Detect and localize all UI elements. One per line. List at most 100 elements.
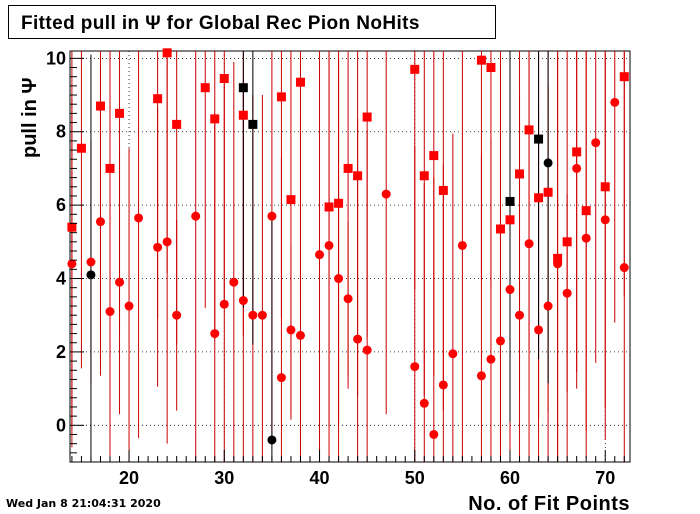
- data-point-circle: [115, 277, 125, 287]
- y-axis-label: pull in Ψ: [19, 77, 41, 158]
- data-point-circle: [86, 257, 96, 267]
- data-point-circle: [229, 277, 239, 287]
- x-tick-label: 70: [595, 468, 615, 488]
- data-point-circle: [153, 242, 163, 252]
- data-point-circle: [600, 215, 610, 225]
- data-point-circle: [495, 336, 505, 346]
- data-point-circle: [334, 274, 344, 284]
- x-axis-label: No. of Fit Points: [468, 493, 630, 514]
- data-point-square: [581, 206, 591, 216]
- data-point-circle: [210, 329, 220, 339]
- data-point-circle: [238, 296, 248, 306]
- y-tick-label: 2: [56, 342, 66, 362]
- data-point-circle: [619, 263, 629, 273]
- x-tick-label: 40: [310, 468, 330, 488]
- data-point-circle: [191, 211, 201, 221]
- data-point-circle: [353, 334, 363, 344]
- data-point-square: [334, 198, 344, 208]
- x-tick-label: 20: [119, 468, 139, 488]
- x-tick-label: 60: [500, 468, 520, 488]
- data-point-circle: [581, 233, 591, 243]
- data-point-circle: [172, 310, 182, 320]
- data-point-circle: [267, 211, 277, 221]
- data-point-square: [486, 63, 496, 73]
- data-point-square: [276, 92, 286, 102]
- x-tick-label: 50: [405, 468, 425, 488]
- data-point-square: [419, 171, 429, 181]
- data-point-circle: [257, 310, 267, 320]
- data-point-circle: [534, 325, 544, 335]
- data-point-square: [172, 119, 182, 129]
- data-point-square: [429, 151, 439, 161]
- data-point-square: [524, 125, 534, 135]
- data-point-circle: [524, 239, 534, 249]
- data-point-circle: [543, 158, 553, 168]
- error-bars: [71, 51, 625, 462]
- data-point-circle: [505, 285, 515, 295]
- y-tick-label: 10: [46, 48, 66, 68]
- plot-frame: [69, 50, 631, 463]
- data-point-square: [562, 237, 572, 247]
- data-point-square: [505, 196, 515, 206]
- data-point-circle: [476, 371, 486, 381]
- data-point-square: [248, 119, 258, 129]
- data-point-circle: [410, 362, 420, 372]
- data-point-circle: [591, 138, 601, 148]
- chart-title-box: Fitted pull in Ψ for Global Rec Pion NoH…: [8, 5, 496, 39]
- data-point-circle: [286, 325, 296, 335]
- chart-title: Fitted pull in Ψ for Global Rec Pion NoH…: [21, 13, 420, 34]
- data-point-square: [105, 163, 115, 173]
- data-point-square: [534, 193, 544, 203]
- data-point-square: [219, 74, 229, 84]
- data-point-square: [438, 185, 448, 195]
- timestamp-label: Wed Jan 8 21:04:31 2020: [6, 497, 161, 510]
- data-point-circle: [381, 189, 391, 199]
- data-point-circle: [248, 310, 258, 320]
- data-point-circle: [572, 163, 582, 173]
- data-point-circle: [562, 288, 572, 298]
- data-point-square: [515, 169, 525, 179]
- data-point-square: [95, 101, 105, 111]
- data-point-square: [505, 215, 515, 225]
- data-point-circle: [276, 373, 286, 383]
- y-tick-label: 6: [56, 195, 66, 215]
- data-point-square: [343, 163, 353, 173]
- data-point-circle: [86, 270, 96, 280]
- data-point-square: [619, 72, 629, 82]
- data-point-square: [543, 187, 553, 197]
- y-tick-label: 8: [56, 122, 66, 142]
- data-point-square: [362, 112, 372, 122]
- grid-lines: [70, 51, 630, 462]
- data-point-circle: [419, 398, 429, 408]
- data-point-circle: [67, 259, 77, 269]
- data-point-circle: [134, 213, 144, 223]
- data-point-circle: [362, 345, 372, 355]
- data-point-square: [534, 134, 544, 144]
- data-point-square: [162, 48, 172, 58]
- data-point-square: [200, 83, 210, 93]
- data-point-circle: [95, 217, 105, 227]
- data-point-square: [353, 171, 363, 181]
- data-point-square: [238, 83, 248, 93]
- data-point-circle: [457, 240, 467, 250]
- data-point-square: [153, 94, 163, 104]
- data-point-square: [210, 114, 220, 124]
- data-point-square: [600, 182, 610, 192]
- data-point-square: [286, 195, 296, 205]
- data-point-circle: [553, 259, 563, 269]
- data-point-circle: [105, 307, 115, 317]
- data-point-circle: [162, 237, 172, 247]
- data-point-circle: [448, 349, 458, 359]
- data-point-square: [495, 224, 505, 234]
- data-point-square: [67, 222, 77, 232]
- y-tick-label: 0: [56, 415, 66, 435]
- data-point-square: [572, 147, 582, 157]
- data-point-circle: [267, 435, 277, 445]
- data-point-circle: [610, 97, 620, 107]
- data-point-square: [295, 77, 305, 87]
- data-point-circle: [324, 240, 334, 250]
- data-point-square: [476, 55, 486, 65]
- data-point-circle: [429, 429, 439, 439]
- data-point-circle: [219, 299, 229, 309]
